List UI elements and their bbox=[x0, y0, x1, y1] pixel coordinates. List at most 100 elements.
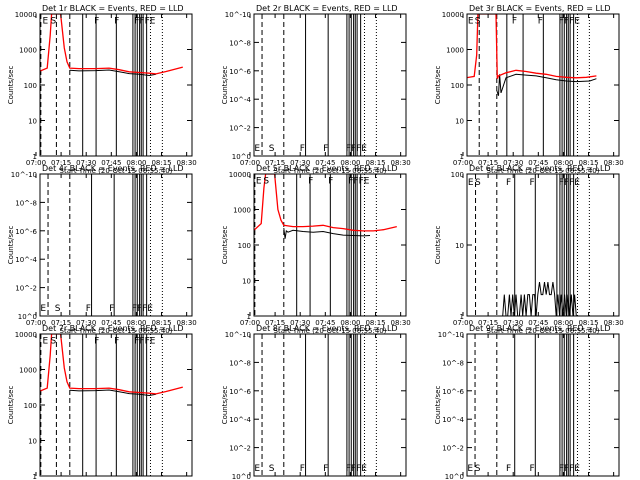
y-tick-label: 10^-2 bbox=[442, 445, 464, 453]
y-tick-label: 10^-8 bbox=[15, 199, 37, 207]
y-tick-label: 10 bbox=[28, 118, 37, 126]
x-tick-label: 07:15 bbox=[265, 319, 285, 327]
y-tick-label: 10^-4 bbox=[229, 96, 251, 104]
panel-title: Det 6r BLACK = Events, RED = LLD bbox=[469, 164, 611, 173]
event-marker-label: E bbox=[43, 336, 49, 346]
event-marker-label: S bbox=[263, 176, 269, 186]
y-tick-label: 100 bbox=[238, 242, 251, 250]
y-tick-label: 10000 bbox=[442, 11, 464, 19]
x-tick-label: 08:15 bbox=[151, 159, 171, 167]
y-tick-label: 1 bbox=[33, 473, 37, 480]
event-marker-label: S bbox=[475, 16, 481, 26]
event-marker-label: S bbox=[269, 144, 275, 154]
x-tick-label: 07:30 bbox=[76, 159, 96, 167]
panel-title: Det 2r BLACK = Events, RED = LLD bbox=[256, 4, 398, 13]
y-axis-label: Counts/sec bbox=[434, 66, 442, 105]
x-tick-label: 08:30 bbox=[177, 159, 197, 167]
y-tick-label: 1 bbox=[33, 153, 37, 161]
y-tick-label: 10 bbox=[242, 278, 251, 286]
y-tick-label: 10 bbox=[28, 438, 37, 446]
y-tick-label: 100 bbox=[24, 402, 37, 410]
x-tick-label: 08:00 bbox=[126, 319, 146, 327]
detector-panel-5: E S F F FFFE Det 5r BLACK = Events, RED = LLD… bbox=[221, 164, 411, 335]
x-tick-label: 08:00 bbox=[340, 159, 360, 167]
x-tick-label: 07:00 bbox=[240, 319, 260, 327]
event-marker-label: E bbox=[254, 464, 260, 474]
x-tick-label: 08:15 bbox=[365, 159, 385, 167]
y-tick-label: 10^-2 bbox=[229, 125, 251, 133]
event-marker-label: F bbox=[94, 16, 99, 26]
plot-area: E S F F FFFE bbox=[467, 14, 597, 156]
event-marker-label: F bbox=[323, 464, 328, 474]
y-axis-label: Counts/sec bbox=[434, 226, 442, 265]
y-tick-label: 10 bbox=[455, 242, 464, 250]
y-tick-label: 10^-6 bbox=[15, 228, 37, 236]
plot-area: E S F F FFFE bbox=[40, 334, 183, 476]
x-tick-label: 08:00 bbox=[340, 319, 360, 327]
event-marker-label: FFFE bbox=[346, 464, 368, 474]
y-tick-label: 10^-6 bbox=[229, 68, 251, 76]
x-tick-label: 07:45 bbox=[101, 159, 121, 167]
event-marker-label: E bbox=[467, 464, 473, 474]
x-tick-label: 07:00 bbox=[26, 319, 46, 327]
y-tick-label: 1 bbox=[460, 153, 464, 161]
event-marker-label: E bbox=[468, 178, 474, 188]
event-marker-label: F bbox=[308, 176, 313, 186]
y-tick-label: 10^0 bbox=[445, 473, 464, 480]
event-marker-label: S bbox=[51, 16, 57, 26]
event-marker-label: FFFE bbox=[134, 336, 156, 346]
event-marker-label: F bbox=[114, 16, 119, 26]
panel-title: Det 9r BLACK = Events, RED = LLD bbox=[469, 324, 611, 333]
y-tick-label: 10^-6 bbox=[229, 388, 251, 396]
x-tick-label: 07:00 bbox=[26, 159, 46, 167]
x-tick-label: 07:30 bbox=[503, 319, 523, 327]
x-tick-label: 08:00 bbox=[126, 159, 146, 167]
events-series-line bbox=[283, 228, 371, 239]
y-tick-label: 10 bbox=[455, 118, 464, 126]
event-marker-label: S bbox=[51, 336, 57, 346]
x-axis-label: Start Time (20-Oct-15 06:55:40) bbox=[274, 167, 387, 175]
event-marker-label: FFFE bbox=[559, 178, 581, 188]
x-tick-label: 08:30 bbox=[177, 319, 197, 327]
event-marker-label: F bbox=[529, 464, 534, 474]
plot-frame bbox=[253, 13, 407, 157]
panel-title: Det 7r BLACK = Events, RED = LLD bbox=[42, 324, 184, 333]
y-tick-label: 10^-10 bbox=[11, 171, 37, 179]
y-tick-label: 1 bbox=[460, 313, 464, 321]
event-marker-label: F bbox=[529, 178, 534, 188]
lld-series-line bbox=[40, 334, 183, 395]
y-axis-label: Counts/sec bbox=[7, 66, 15, 105]
x-tick-label: 08:30 bbox=[604, 159, 624, 167]
y-axis-label: Counts/sec bbox=[221, 386, 229, 425]
event-marker-label: FFFE bbox=[134, 16, 156, 26]
event-marker-label: F bbox=[300, 144, 305, 154]
x-tick-label: 08:15 bbox=[578, 319, 598, 327]
x-axis-label: Start Time (20-Oct-15 06:55:40) bbox=[487, 327, 600, 335]
detector-panel-6: E S F F FFFE Det 6r BLACK = Events, RED = LLD… bbox=[434, 164, 624, 335]
y-tick-label: 10^-2 bbox=[229, 445, 251, 453]
x-tick-label: 07:15 bbox=[478, 319, 498, 327]
events-series-line bbox=[496, 73, 597, 96]
plot-frame bbox=[39, 173, 193, 317]
y-tick-label: 10^-8 bbox=[229, 39, 251, 47]
event-marker-label: F bbox=[86, 304, 91, 314]
x-tick-label: 07:00 bbox=[453, 319, 473, 327]
y-tick-label: 10000 bbox=[15, 331, 37, 339]
panel-title: Det 5r BLACK = Events, RED = LLD bbox=[256, 164, 398, 173]
x-tick-label: 07:30 bbox=[290, 159, 310, 167]
y-tick-label: 10^0 bbox=[18, 313, 37, 321]
x-tick-label: 08:15 bbox=[151, 319, 171, 327]
x-tick-label: 08:30 bbox=[391, 159, 411, 167]
y-tick-label: 1 bbox=[247, 313, 251, 321]
event-marker-label: S bbox=[269, 464, 275, 474]
y-tick-label: 1000 bbox=[19, 47, 37, 55]
x-tick-label: 07:45 bbox=[528, 159, 548, 167]
x-tick-label: 07:15 bbox=[265, 159, 285, 167]
event-marker-label: E bbox=[254, 144, 260, 154]
x-tick-label: 07:30 bbox=[76, 319, 96, 327]
y-tick-label: 10^-10 bbox=[225, 11, 251, 19]
event-marker-label: S bbox=[475, 464, 481, 474]
x-tick-label: 08:00 bbox=[553, 159, 573, 167]
event-marker-label: F bbox=[506, 178, 511, 188]
